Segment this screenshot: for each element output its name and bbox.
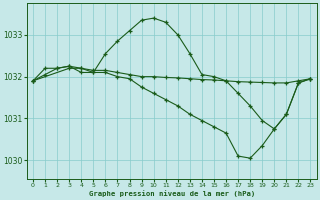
X-axis label: Graphe pression niveau de la mer (hPa): Graphe pression niveau de la mer (hPa) [89,190,255,197]
